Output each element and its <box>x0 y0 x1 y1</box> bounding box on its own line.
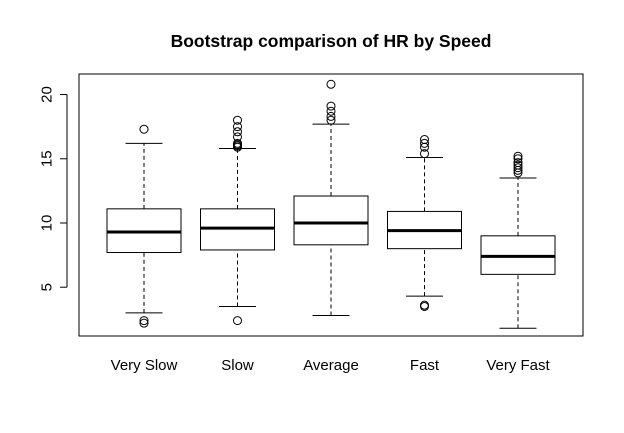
outlier-point <box>513 154 523 164</box>
x-tick-label: Very Fast <box>486 357 550 374</box>
box-iqr <box>293 195 369 246</box>
x-tick-label: Fast <box>410 357 440 374</box>
y-tick-label: 15 <box>39 150 56 167</box>
outlier-point <box>139 318 149 328</box>
x-tick-label: Very Slow <box>111 357 178 374</box>
outlier-point <box>326 101 336 111</box>
y-axis: 5 10 15 20 <box>39 86 68 291</box>
outlier-point <box>233 138 242 148</box>
outlier-point <box>233 127 242 137</box>
boxes-layer <box>106 79 556 329</box>
outlier-point <box>326 115 336 125</box>
box-4 <box>387 135 462 311</box>
outlier-point <box>420 300 429 310</box>
x-tick-label: Slow <box>221 357 254 374</box>
plot-area-frame <box>78 73 584 337</box>
box-2 <box>200 115 275 326</box>
outlier-point <box>233 115 242 125</box>
outlier-point <box>326 79 336 89</box>
outlier-point <box>233 132 242 142</box>
outlier-point <box>513 160 523 170</box>
outlier-point <box>233 122 242 132</box>
box-1 <box>106 124 182 328</box>
x-axis-labels: Very Slow Slow Average Fast Very Fast <box>111 357 551 374</box>
y-tick-label: 20 <box>39 86 56 103</box>
outlier-point <box>420 135 429 144</box>
box-3 <box>293 79 369 316</box>
outlier-point <box>326 111 336 121</box>
outlier-point <box>513 163 523 173</box>
outlier-point <box>513 158 523 168</box>
outlier-point <box>420 138 429 148</box>
y-tick-label: 5 <box>39 283 56 291</box>
outlier-point <box>420 149 429 159</box>
box-5 <box>480 151 556 329</box>
outlier-point <box>326 106 336 116</box>
outlier-point <box>233 316 242 326</box>
chart-title: Bootstrap comparison of HR by Speed <box>171 31 492 51</box>
y-tick-label: 10 <box>39 215 56 232</box>
outlier-point <box>139 316 149 326</box>
x-tick-label: Average <box>303 357 359 374</box>
outlier-point <box>513 151 523 161</box>
outlier-point <box>139 124 149 134</box>
